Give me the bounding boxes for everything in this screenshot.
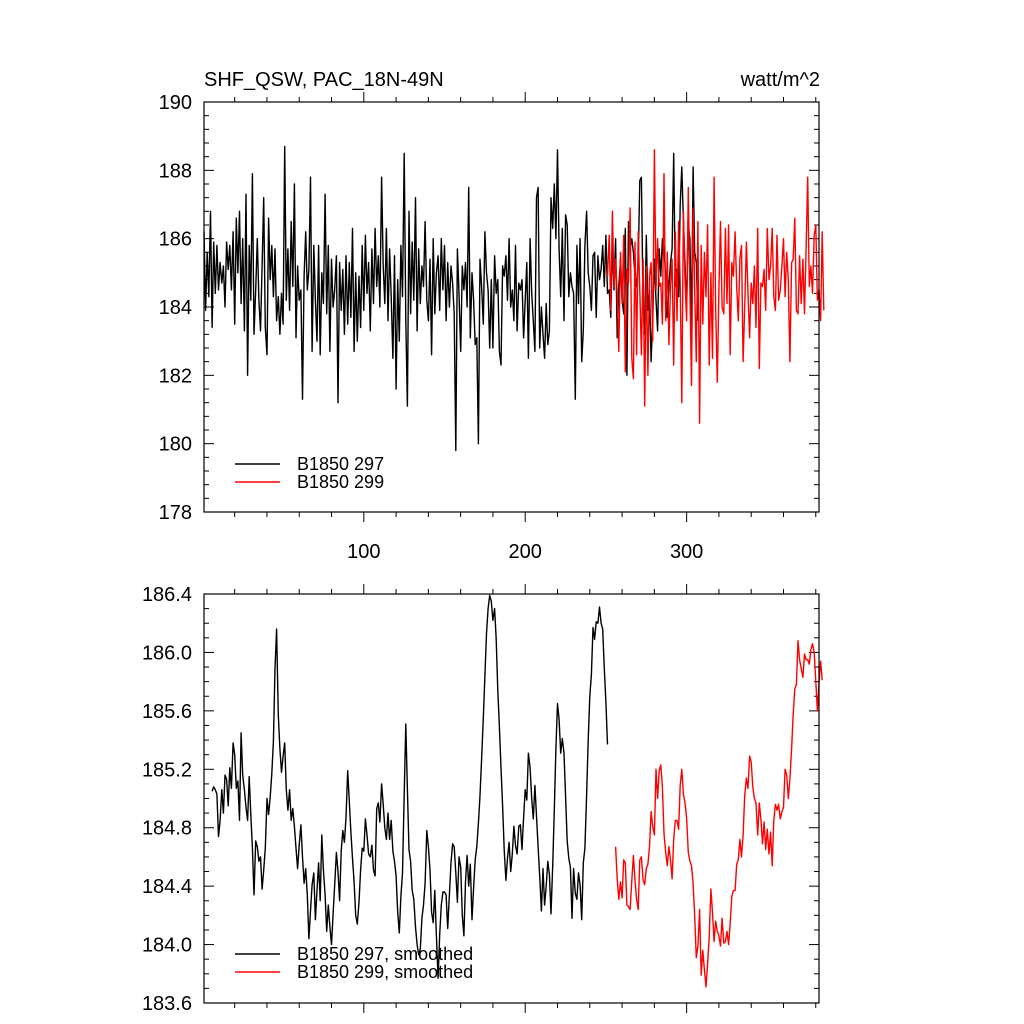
top-legend-label: B1850 299 <box>297 472 384 492</box>
top-ytick-label: 178 <box>159 502 192 524</box>
bottom-ytick-label: 186.4 <box>142 584 192 606</box>
top-ytick-label: 186 <box>159 229 192 251</box>
bottom-legend-label: B1850 297, smoothed <box>297 944 473 964</box>
bottom-plot-frame <box>203 593 820 1004</box>
top-series-line-1 <box>203 145 699 452</box>
bottom-ytick-label: 185.6 <box>142 701 192 723</box>
bottom-ytick-label: 186.0 <box>142 642 192 664</box>
top-legend-label: B1850 297 <box>297 454 384 474</box>
bottom-panel: 183.6 184.0 184.4 184.8 185.2 185.6 186.0 186.4… <box>142 584 823 1015</box>
bottom-ytick-label: 184.8 <box>142 818 192 840</box>
bottom-series-line-1 <box>211 594 609 979</box>
top-series-layer <box>203 145 825 452</box>
bottom-series-line-2 <box>614 640 823 988</box>
top-xtick-label: 200 <box>509 541 542 563</box>
top-ytick-label: 190 <box>159 92 192 114</box>
top-ytick-label: 184 <box>159 297 192 319</box>
top-xtick-label: 100 <box>347 541 380 563</box>
bottom-ytick-label: 184.4 <box>142 876 192 898</box>
top-ytick-label: 182 <box>159 365 192 387</box>
top-ytick-label: 188 <box>159 160 192 182</box>
bottom-series-layer <box>211 594 823 988</box>
top-ytick-label: 180 <box>159 434 192 456</box>
units-label: watt/m^2 <box>740 69 820 91</box>
bottom-legend-label: B1850 299, smoothed <box>297 962 473 982</box>
bottom-label-layer: 183.6 184.0 184.4 184.8 185.2 185.6 186.0 186.4 <box>142 584 192 1015</box>
bottom-ytick-label: 183.6 <box>142 993 192 1015</box>
top-series-line-2 <box>606 149 825 424</box>
top-plot-frame <box>203 101 820 513</box>
top-panel: SHF_QSW, PAC_18N-49N watt/m^2 1781801821… <box>159 69 825 563</box>
top-xtick-label: 300 <box>670 541 703 563</box>
bottom-ytick-label: 184.0 <box>142 935 192 957</box>
top-label-layer: 178 180 182 184 186 188 190 100 200 300 <box>159 92 704 563</box>
chart-title: SHF_QSW, PAC_18N-49N <box>204 69 444 91</box>
bottom-ytick-label: 185.2 <box>142 759 192 781</box>
